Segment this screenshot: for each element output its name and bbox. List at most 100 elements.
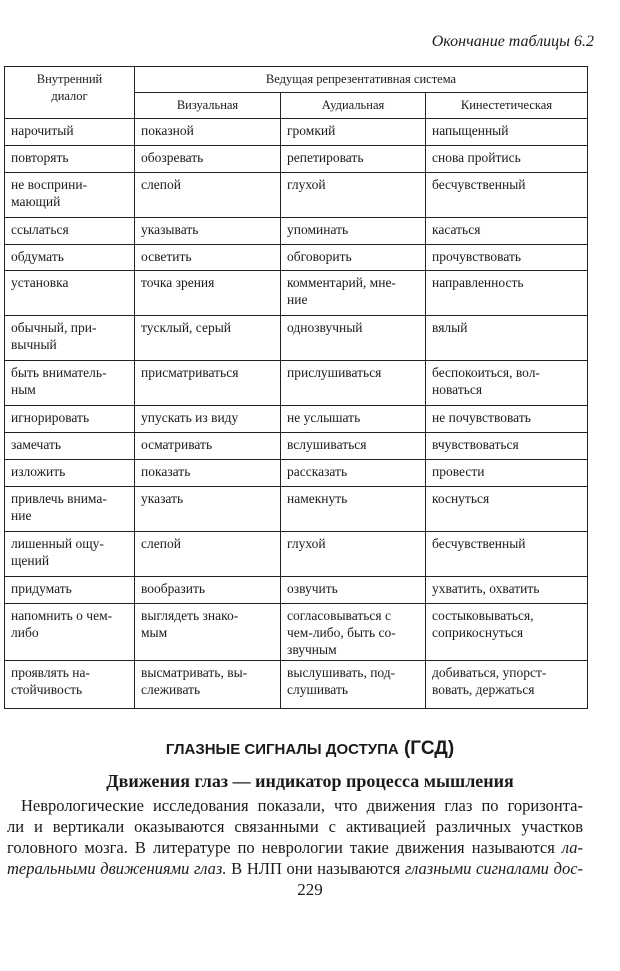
table-cell: напыщенный xyxy=(425,118,588,146)
table-cell: комментарий, мне- ние xyxy=(280,270,426,316)
table-cell: состыковываться, соприкоснуться xyxy=(425,603,588,661)
table-cell: намекнуть xyxy=(280,486,426,532)
table-cell: установка xyxy=(4,270,135,316)
table-cell: глухой xyxy=(280,172,426,218)
table-row: проявлять на- стойчивость высматривать, в… xyxy=(4,660,588,709)
table-row: быть вниматель- ным присматриваться прислу… xyxy=(4,360,588,406)
table-cell: коснуться xyxy=(425,486,588,532)
table-cell: присматриваться xyxy=(134,360,281,406)
table-cell: вслушиваться xyxy=(280,432,426,460)
table-cell: обговорить xyxy=(280,244,426,271)
page-number: 229 xyxy=(297,880,323,899)
text: Неврологические исследования показали, ч… xyxy=(21,796,583,815)
table-cell: озвучить xyxy=(280,576,426,604)
section-title: Глазные сигналы доступа (ГСД) xyxy=(0,738,620,760)
table-cell: нарочитый xyxy=(4,118,135,146)
italic-text: глазными сигналами дос- xyxy=(404,859,584,878)
table-row: игнорировать упускать из виду не услышать н… xyxy=(4,405,588,433)
table-cell: слепой xyxy=(134,172,281,218)
table-row: замечать осматривать вслушиваться вчувствов… xyxy=(4,432,588,460)
table-cell: ухватить, охватить xyxy=(425,576,588,604)
representational-systems-table: Внутренний диалог Ведущая репрезентативн… xyxy=(4,66,588,709)
subsection-title: Движения глаз — индикатор процесса мышле… xyxy=(106,771,514,791)
paragraph-line: Неврологические исследования показали, ч… xyxy=(7,795,583,816)
table-cell: замечать xyxy=(4,432,135,460)
table-cell: выглядеть знако- мым xyxy=(134,603,281,661)
table-caption: Окончание таблицы 6.2 xyxy=(431,33,594,50)
table-cell: глухой xyxy=(280,531,426,577)
table-row: повторять обозревать репетировать снова про… xyxy=(4,145,588,173)
table-cell: касаться xyxy=(425,217,588,245)
header-kinesthetic: Кинестетическая xyxy=(425,92,588,119)
table-row: придумать вообразить озвучить ухватить, охв… xyxy=(4,576,588,604)
table-cell: напомнить о чем- либо xyxy=(4,603,135,661)
table-cell: повторять xyxy=(4,145,135,173)
table-cell: привлечь внима- ние xyxy=(4,486,135,532)
table-cell: тусклый, серый xyxy=(134,315,281,361)
table-cell: согласовываться с чем-либо, быть со- зву… xyxy=(280,603,426,661)
table-cell: не восприни- мающий xyxy=(4,172,135,218)
table-cell: быть вниматель- ным xyxy=(4,360,135,406)
table-cell: показной xyxy=(134,118,281,146)
table-row: привлечь внима- ние указать намекнуть косну… xyxy=(4,486,588,532)
table-cell: бесчувственный xyxy=(425,172,588,218)
table-cell: прислушиваться xyxy=(280,360,426,406)
table-cell: вчувствоваться xyxy=(425,432,588,460)
table-row: обычный, при- вычный тусклый, серый однозв… xyxy=(4,315,588,361)
table-cell: лишенный ощу- щений xyxy=(4,531,135,577)
table-cell: провести xyxy=(425,459,588,487)
table-cell: изложить xyxy=(4,459,135,487)
table-cell: слепой xyxy=(134,531,281,577)
table-cell: прочувствовать xyxy=(425,244,588,271)
table-cell: однозвучный xyxy=(280,315,426,361)
table-cell: направленность xyxy=(425,270,588,316)
table-row: нарочитый показной громкий напыщенный xyxy=(4,118,588,146)
table-row: напомнить о чем- либо выглядеть знако- мы… xyxy=(4,603,588,661)
header-leading-system: Ведущая репрезентативная система xyxy=(134,66,588,93)
table-cell: игнорировать xyxy=(4,405,135,433)
paragraph-line: головного мозга. В литературе по невроло… xyxy=(7,837,583,858)
table-cell: вялый xyxy=(425,315,588,361)
text: головного мозга. В литературе по невроло… xyxy=(7,838,562,857)
table-cell: указать xyxy=(134,486,281,532)
header-auditory: Аудиальная xyxy=(280,92,426,119)
table-cell: проявлять на- стойчивость xyxy=(4,660,135,709)
table-cell: осматривать xyxy=(134,432,281,460)
table-cell: точка зрения xyxy=(134,270,281,316)
table-cell: обдумать xyxy=(4,244,135,271)
table-cell: указывать xyxy=(134,217,281,245)
table-cell: высматривать, вы- слеживать xyxy=(134,660,281,709)
table-cell: осветить xyxy=(134,244,281,271)
table-cell: громкий xyxy=(280,118,426,146)
body-paragraph: Неврологические исследования показали, ч… xyxy=(7,795,583,879)
table-cell: бесчувственный xyxy=(425,531,588,577)
table-cell: беспокоиться, вол- новаться xyxy=(425,360,588,406)
table-cell: вообразить xyxy=(134,576,281,604)
table-row: не восприни- мающий слепой глухой бесчувств… xyxy=(4,172,588,218)
table-cell: не почувствовать xyxy=(425,405,588,433)
table-cell: не услышать xyxy=(280,405,426,433)
table-row: лишенный ощу- щений слепой глухой бесчувств… xyxy=(4,531,588,577)
table-cell: репетировать xyxy=(280,145,426,173)
section-title-text: Глазные сигналы доступа xyxy=(165,741,399,758)
table-row: установка точка зрения комментарий, мне- н… xyxy=(4,270,588,316)
table-cell: добиваться, упорст- вовать, держаться xyxy=(425,660,588,709)
table-cell: обозревать xyxy=(134,145,281,173)
table-cell: обычный, при- вычный xyxy=(4,315,135,361)
text: ли и вертикали оказываются связанными с … xyxy=(7,817,583,836)
table-row: ссылаться указывать упоминать касаться xyxy=(4,217,588,245)
table-cell: выслушивать, под- слушивать xyxy=(280,660,426,709)
table-cell: показать xyxy=(134,459,281,487)
italic-text: ла- xyxy=(561,838,583,857)
table-cell: ссылаться xyxy=(4,217,135,245)
table-row: обдумать осветить обговорить прочувствовать xyxy=(4,244,588,271)
header-visual: Визуальная xyxy=(134,92,281,119)
table-cell: придумать xyxy=(4,576,135,604)
table-cell: упоминать xyxy=(280,217,426,245)
table-cell: рассказать xyxy=(280,459,426,487)
paragraph-line: теральными движениями глаз. В НЛП они на… xyxy=(7,858,583,879)
table-cell: снова пройтись xyxy=(425,145,588,173)
section-title-abbr: (ГСД) xyxy=(403,738,455,759)
text: В НЛП они называются xyxy=(226,859,405,878)
italic-text: теральными движениями глаз. xyxy=(7,859,227,878)
